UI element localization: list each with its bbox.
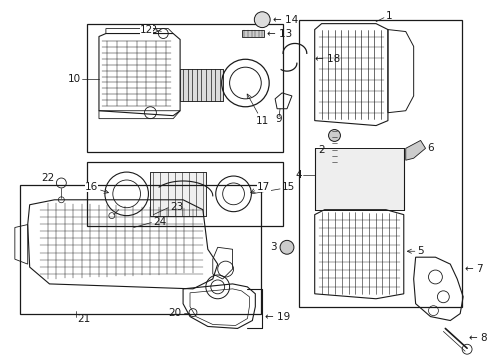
Bar <box>20 185 261 314</box>
Circle shape <box>329 130 341 141</box>
Text: 15: 15 <box>282 182 295 192</box>
Circle shape <box>254 12 270 28</box>
Polygon shape <box>406 140 425 160</box>
Circle shape <box>280 240 294 254</box>
Text: 17: 17 <box>251 182 270 193</box>
Text: 2: 2 <box>318 145 324 155</box>
Bar <box>243 30 264 37</box>
Bar <box>87 24 283 152</box>
Text: 10: 10 <box>68 74 81 84</box>
Text: 16: 16 <box>85 182 108 193</box>
Text: 12: 12 <box>145 24 158 35</box>
Text: ← 19: ← 19 <box>265 311 291 321</box>
Text: ← 18: ← 18 <box>315 54 340 64</box>
Polygon shape <box>150 172 206 216</box>
Text: ← 8: ← 8 <box>469 333 488 343</box>
Text: 6: 6 <box>427 143 434 153</box>
Text: 5: 5 <box>407 246 424 256</box>
Text: ← 7: ← 7 <box>465 264 484 274</box>
Text: 22: 22 <box>41 173 54 183</box>
Text: 11: 11 <box>247 94 269 126</box>
Text: 12: 12 <box>140 24 159 35</box>
Bar <box>299 20 462 307</box>
Text: 1: 1 <box>386 11 392 21</box>
Text: ← 14: ← 14 <box>273 15 298 25</box>
Text: 9: 9 <box>275 114 282 123</box>
Bar <box>315 148 404 210</box>
Bar <box>87 162 283 225</box>
Polygon shape <box>180 69 222 101</box>
Text: 24: 24 <box>153 217 167 226</box>
Text: 3: 3 <box>270 242 277 252</box>
Text: 4: 4 <box>295 170 302 180</box>
Text: 21: 21 <box>77 314 91 324</box>
Text: ← 13: ← 13 <box>267 28 293 39</box>
Text: 20: 20 <box>168 307 181 318</box>
Text: 23: 23 <box>170 202 183 212</box>
